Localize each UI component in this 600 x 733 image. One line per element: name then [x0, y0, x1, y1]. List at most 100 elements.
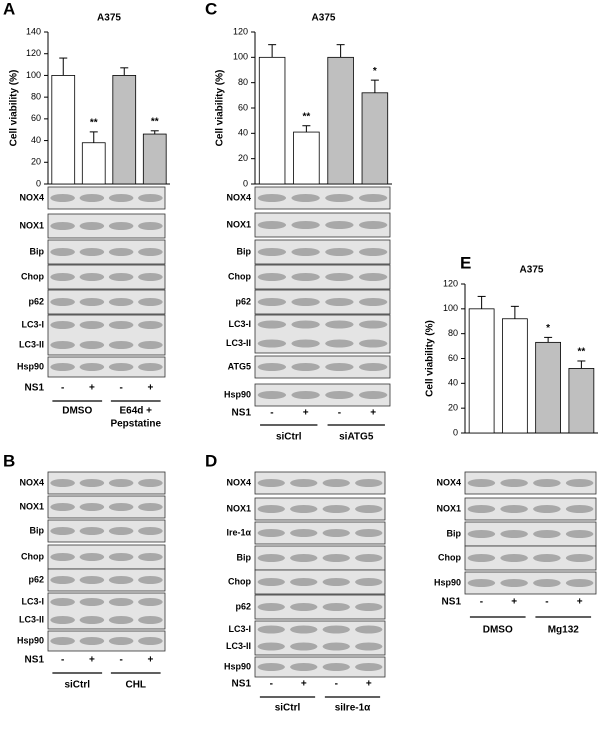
panel-label: D [205, 451, 217, 470]
sign: + [301, 679, 307, 690]
blot-box [47, 471, 166, 495]
panel-label: B [3, 451, 15, 470]
group-label: DMSO [62, 406, 92, 417]
blot-box [254, 656, 386, 678]
band [290, 642, 318, 651]
band [290, 479, 318, 487]
band [79, 553, 105, 561]
band [257, 298, 287, 306]
band [291, 363, 320, 371]
protein-label: NOX1 [226, 219, 251, 229]
band [257, 554, 285, 562]
protein-label: p62 [28, 574, 44, 584]
band [257, 642, 285, 651]
band [533, 530, 561, 538]
band [108, 576, 134, 584]
y-tick-label: 100 [26, 70, 41, 80]
protein-label: Chop [21, 551, 44, 561]
band [79, 298, 105, 306]
band [108, 298, 134, 306]
band [79, 527, 105, 535]
band [322, 554, 350, 562]
band [291, 320, 320, 329]
protein-label: Bip [30, 246, 45, 256]
group-label: Pepstatine [110, 419, 161, 430]
band [355, 642, 383, 651]
significance: ** [151, 116, 159, 127]
band [358, 298, 388, 306]
band [138, 298, 163, 306]
band [565, 579, 594, 587]
sign: - [119, 655, 122, 666]
y-tick-label: 0 [36, 178, 41, 188]
protein-label: ATG5 [228, 361, 251, 371]
chart-title: A375 [520, 265, 544, 276]
band [50, 479, 75, 487]
band [325, 339, 354, 348]
band [500, 530, 528, 538]
significance: ** [577, 347, 585, 358]
protein-label: Chop [228, 576, 251, 586]
protein-label: LC3-I [22, 596, 45, 606]
band [325, 248, 354, 256]
band [79, 273, 105, 281]
protein-label: LC3-I [229, 624, 252, 634]
band [565, 530, 594, 538]
blot-box [464, 471, 597, 495]
band [565, 505, 594, 513]
protein-label: Chop [21, 271, 44, 281]
band [565, 479, 594, 487]
treatment-label: NS1 [232, 408, 252, 419]
band [108, 363, 134, 371]
band [138, 527, 163, 535]
band [257, 273, 287, 281]
sign: + [577, 597, 583, 608]
y-tick-label: 20 [238, 153, 248, 163]
band [500, 505, 528, 513]
protein-label: NOX4 [436, 477, 461, 487]
band [108, 341, 134, 349]
band [290, 603, 318, 611]
blot-box [464, 497, 597, 521]
band [50, 248, 75, 256]
protein-label: Ire-1α [226, 527, 251, 537]
band [79, 341, 105, 349]
band [108, 637, 134, 645]
band [257, 529, 285, 537]
y-tick-label: 80 [448, 328, 458, 338]
y-tick-label: 40 [31, 135, 41, 145]
band [108, 479, 134, 487]
treatment-label: NS1 [25, 383, 45, 394]
band [358, 363, 388, 371]
band [291, 298, 320, 306]
band [500, 579, 528, 587]
band [322, 479, 350, 487]
blot-box [254, 186, 391, 210]
band [257, 320, 287, 329]
y-tick-label: 80 [31, 92, 41, 102]
protein-label: Bip [237, 246, 252, 256]
y-tick-label: 120 [233, 26, 248, 36]
y-tick-label: 120 [26, 48, 41, 58]
band [358, 221, 388, 229]
chart-title: A375 [312, 13, 336, 24]
blot-box [47, 314, 166, 356]
treatment-label: NS1 [442, 597, 462, 608]
band [325, 320, 354, 329]
band [322, 505, 350, 513]
y-tick-label: 20 [448, 403, 458, 413]
band [138, 273, 163, 281]
y-tick-label: 140 [26, 26, 41, 36]
band [257, 363, 287, 371]
band [355, 578, 383, 586]
protein-label: Chop [438, 552, 461, 562]
sign: + [303, 408, 309, 419]
band [533, 505, 561, 513]
band [108, 248, 134, 256]
chart-title: A375 [97, 13, 121, 24]
y-tick-label: 120 [443, 278, 458, 288]
band [355, 505, 383, 513]
sign: - [270, 408, 273, 419]
band [138, 248, 163, 256]
sign: - [545, 597, 548, 608]
